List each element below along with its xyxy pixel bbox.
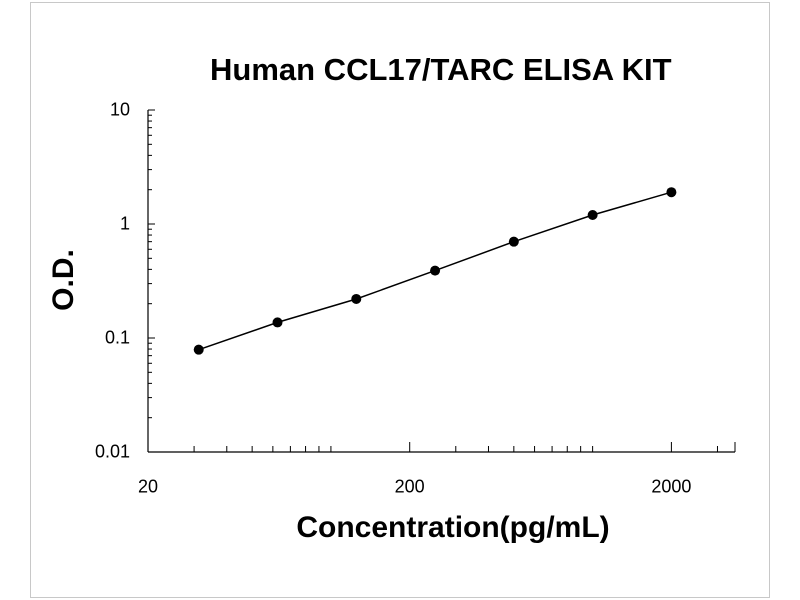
data-point — [587, 209, 598, 220]
data-point — [351, 293, 362, 304]
x-tick-label: 20 — [137, 476, 159, 497]
data-point — [430, 265, 441, 276]
data-point — [272, 317, 283, 328]
x-axis-title: Concentration(pg/mL) — [296, 511, 610, 544]
chart-title: Human CCL17/TARC ELISA KIT — [210, 52, 672, 87]
y-tick-label: 10 — [109, 99, 130, 120]
data-point — [666, 187, 677, 198]
data-point — [508, 236, 519, 247]
data-point — [193, 344, 204, 355]
y-tick-label: 0.1 — [104, 327, 130, 348]
chart-frame — [30, 2, 770, 598]
x-tick-label: 2000 — [651, 476, 692, 497]
y-tick-label: 1 — [119, 213, 130, 234]
x-tick-label: 200 — [394, 476, 425, 497]
y-tick-label: 0.01 — [94, 441, 130, 462]
